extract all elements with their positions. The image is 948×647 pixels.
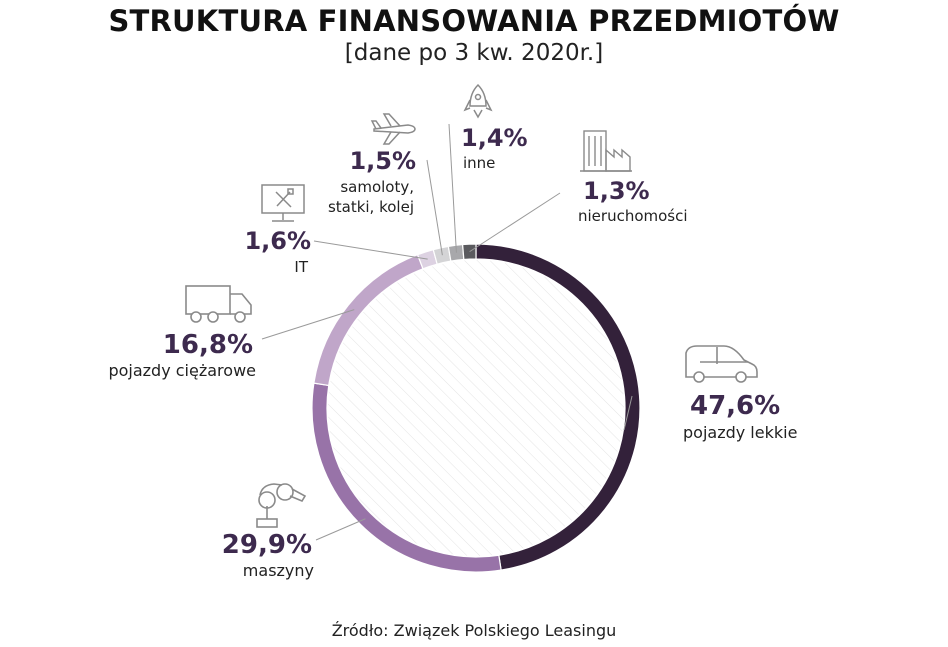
rocket-icon: [463, 83, 493, 119]
value-label-maszyny: 29,9%: [222, 530, 312, 560]
leader-line: [261, 309, 355, 340]
airplane-icon: [370, 113, 416, 145]
truck-icon: [185, 285, 252, 323]
chart-subtitle: [dane po 3 kw. 2020r.]: [344, 40, 604, 66]
category-label-it: IT: [294, 258, 308, 276]
value-label-inne: 1,4%: [461, 124, 528, 152]
category-label-samoloty-line2: statki, kolej: [328, 198, 414, 216]
leader-line: [313, 240, 428, 260]
car-icon: [685, 345, 758, 383]
chart-title: STRUKTURA FINANSOWANIA PRZEDMIOTÓW: [108, 4, 840, 38]
category-label-samoloty-line1: samoloty,: [340, 178, 414, 196]
value-label-samoloty: 1,5%: [349, 147, 416, 175]
leader-line: [426, 159, 443, 256]
leader-line: [623, 395, 633, 431]
slice-nieruchomości: [461, 243, 477, 261]
value-label-it: 1,6%: [244, 227, 311, 255]
leader-line: [448, 123, 457, 253]
leader-line: [469, 192, 561, 253]
value-label-nieruchomosci: 1,3%: [583, 177, 650, 205]
donut-slices: [311, 243, 641, 573]
value-label-pojazdy-ciezarowe: 16,8%: [163, 330, 253, 360]
source-note: Źródło: Związek Polskiego Leasingu: [331, 621, 617, 640]
category-label-pojazdy-ciezarowe: pojazdy ciężarowe: [108, 361, 256, 380]
leader-lines: [261, 123, 633, 541]
donut-center-hatch: [328, 260, 624, 556]
value-label-pojazdy-lekkie: 47,6%: [690, 391, 780, 421]
robot-arm-icon: [256, 483, 307, 528]
buildings-icon: [580, 130, 632, 172]
category-label-nieruchomosci: nieruchomości: [578, 207, 688, 225]
computer-tools-icon: [261, 184, 305, 222]
category-label-inne: inne: [463, 154, 495, 172]
leader-line: [315, 518, 366, 541]
category-label-maszyny: maszyny: [243, 561, 314, 580]
category-label-pojazdy-lekkie: pojazdy lekkie: [683, 423, 797, 442]
